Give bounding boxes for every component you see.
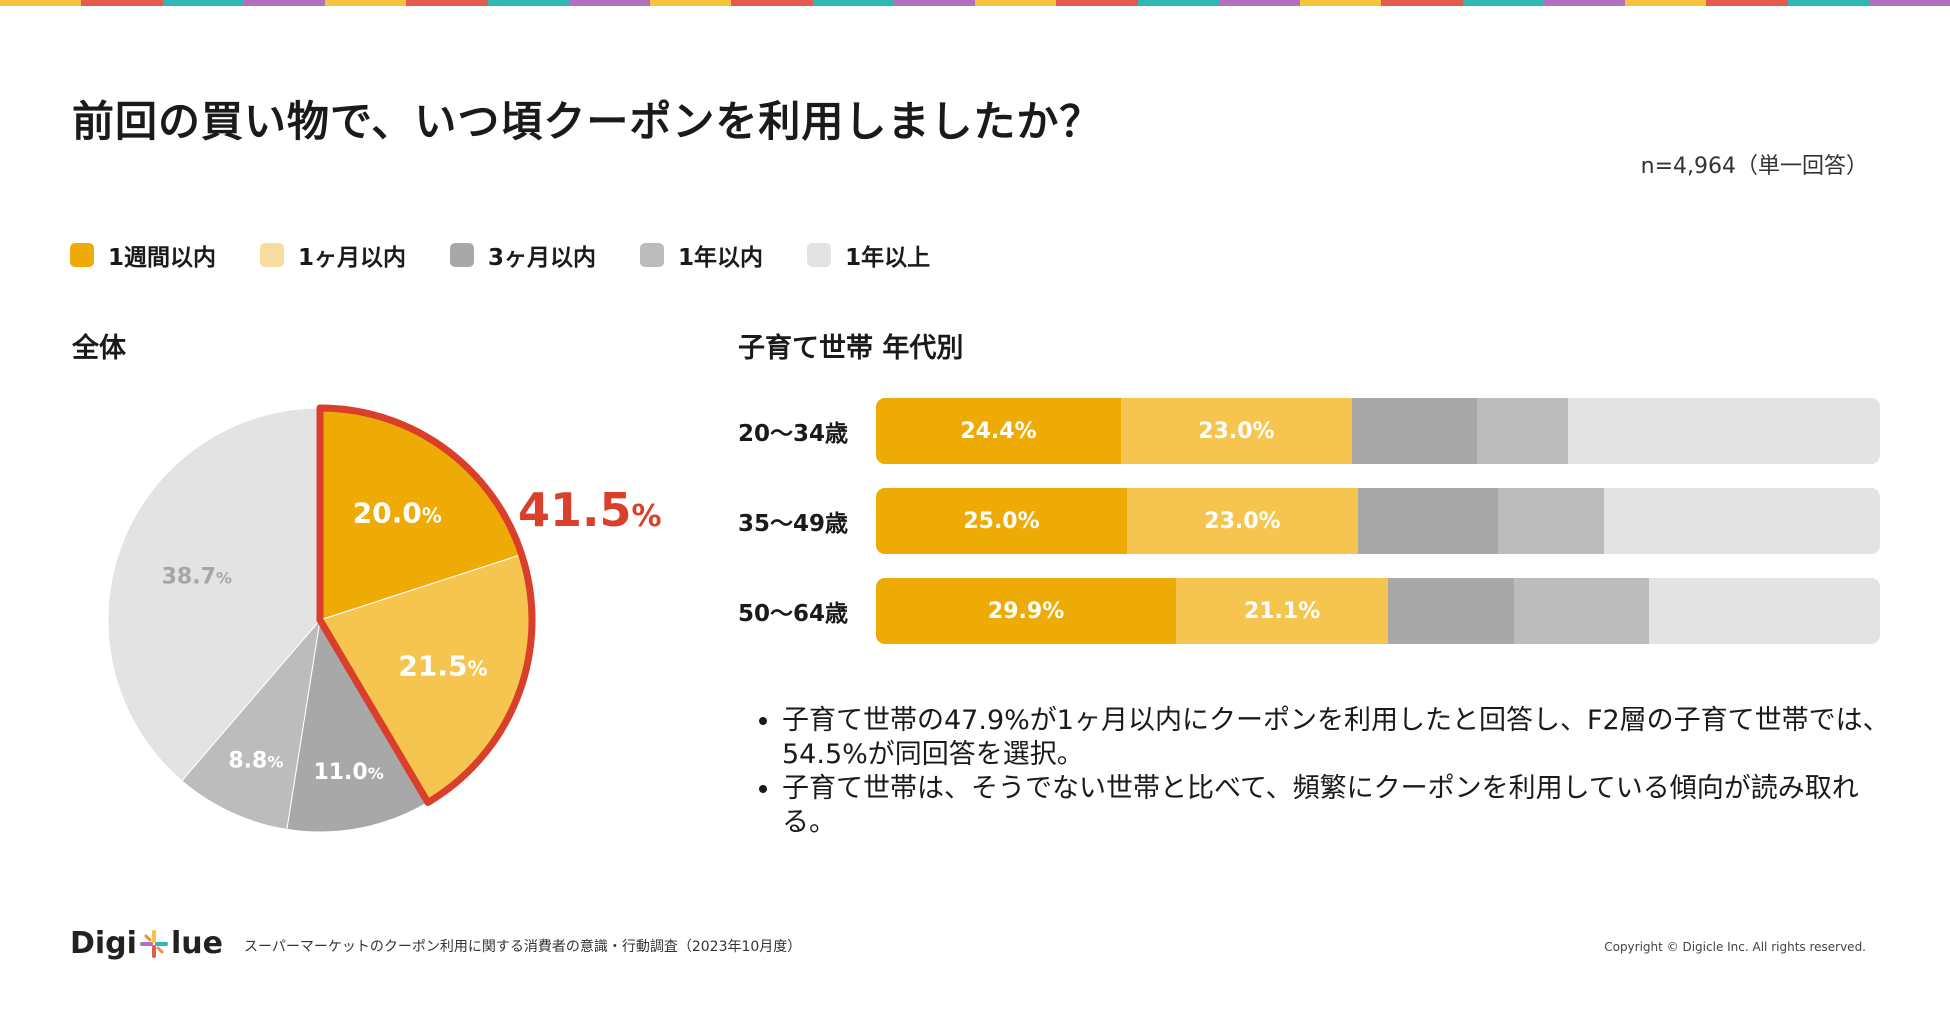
- stripe-segment: [1625, 0, 1707, 6]
- digicle-logo: Digi lue: [70, 926, 223, 961]
- bar-segment-year: [1477, 398, 1568, 464]
- bar-segment-three-months: [1357, 488, 1499, 554]
- stripe-segment: [812, 0, 894, 6]
- stripe-segment: [243, 0, 325, 6]
- bar-category-label: 20〜34歳: [738, 421, 849, 447]
- pie-highlight-outline: [316, 404, 536, 806]
- bar-segment-week: 25.0%: [876, 488, 1127, 554]
- bar-track: 24.4% 23.0%: [876, 398, 1880, 464]
- stripe-segment: [1056, 0, 1138, 6]
- stripe-segment: [1300, 0, 1382, 6]
- bar-segment-month: 23.0%: [1127, 488, 1358, 554]
- stripe-segment: [1137, 0, 1219, 6]
- legend-label: 1年以上: [845, 245, 931, 271]
- pie-slice-label: 11.0%: [313, 760, 383, 785]
- pie-slice-over-year: [107, 407, 321, 782]
- legend-item-week: 1週間以内: [70, 238, 216, 272]
- chart-legend: 1週間以内 1ヶ月以内 3ヶ月以内 1年以内 1年以上: [70, 238, 974, 272]
- stripe-segment: [1787, 0, 1869, 6]
- bar-segment-over-year: [1649, 578, 1880, 644]
- stripe-segment: [731, 0, 813, 6]
- bar-segment-year: [1513, 578, 1650, 644]
- pie-highlight-total: 41.5%: [518, 483, 662, 537]
- stripe-segment: [81, 0, 163, 6]
- stripe-segment: [1543, 0, 1625, 6]
- legend-item-over-year: 1年以上: [807, 238, 930, 272]
- bar-segment-over-year: [1603, 488, 1880, 554]
- stripe-segment: [1381, 0, 1463, 6]
- sample-size-note: n=4,964（単一回答）: [1640, 154, 1868, 179]
- bar-chart-title: 子育て世帯 年代別: [738, 333, 964, 364]
- stripe-segment: [1462, 0, 1544, 6]
- bar-row: 20〜34歳 24.4% 23.0%: [738, 398, 1880, 464]
- legend-label: 1週間以内: [108, 245, 217, 271]
- legend-item-year: 1年以内: [640, 238, 763, 272]
- legend-label: 3ヶ月以内: [488, 245, 597, 271]
- pie-chart: 20.0%21.5%11.0%8.8%38.7%41.5%: [107, 404, 662, 833]
- legend-swatch: [640, 243, 665, 267]
- bar-segment-year: [1498, 488, 1604, 554]
- bar-segment-three-months: [1388, 578, 1514, 644]
- bar-segment-over-year: [1567, 398, 1880, 464]
- legend-item-month: 1ヶ月以内: [260, 238, 406, 272]
- stripe-segment: [0, 0, 82, 6]
- bar-segment-month: 21.1%: [1176, 578, 1389, 644]
- legend-label: 1年以内: [678, 245, 764, 271]
- stripe-segment: [325, 0, 407, 6]
- legend-item-three-months: 3ヶ月以内: [450, 238, 596, 272]
- legend-swatch: [70, 243, 94, 267]
- pie-slice-label: 38.7%: [162, 564, 232, 589]
- stripe-segment: [1868, 0, 1950, 6]
- stripe-segment: [975, 0, 1057, 6]
- legend-swatch: [807, 243, 832, 267]
- logo-text-right: lue: [170, 926, 223, 961]
- survey-source: スーパーマーケットのクーポン利用に関する消費者の意識・行動調査（2023年10月…: [244, 939, 802, 955]
- legend-label: 1ヶ月以内: [298, 245, 407, 271]
- stripe-segment: [487, 0, 569, 6]
- note-item: 子育て世帯の47.9%が1ヶ月以内にクーポンを利用したと回答し、F2層の子育て世…: [782, 704, 1902, 772]
- stripe-segment: [893, 0, 975, 6]
- logo-text-left: Digi: [70, 926, 137, 961]
- pie-chart-title: 全体: [72, 333, 126, 364]
- bar-track: 25.0% 23.0%: [876, 488, 1880, 554]
- bar-row: 35〜49歳 25.0% 23.0%: [738, 488, 1880, 554]
- bar-segment-month: 23.0%: [1120, 398, 1352, 464]
- copyright: Copyright © Digicle Inc. All rights rese…: [1604, 940, 1866, 954]
- top-color-stripe: [0, 0, 1950, 6]
- pie-slice-three-months: [286, 618, 429, 833]
- bar-segment-week: 29.9%: [876, 578, 1177, 644]
- legend-swatch: [450, 243, 475, 267]
- legend-swatch: [260, 243, 285, 267]
- summary-notes: 子育て世帯の47.9%が1ヶ月以内にクーポンを利用したと回答し、F2層の子育て世…: [758, 704, 1902, 840]
- stripe-segment: [1706, 0, 1788, 6]
- stripe-segment: [406, 0, 488, 6]
- logo-mark-icon: [139, 929, 168, 958]
- page-title: 前回の買い物で、いつ頃クーポンを利用しましたか？: [72, 97, 1103, 146]
- bar-category-label: 50〜64歳: [738, 601, 849, 627]
- bar-segment-three-months: [1351, 398, 1478, 464]
- stripe-segment: [1218, 0, 1300, 6]
- bar-segment-week: 24.4%: [876, 398, 1121, 464]
- note-item: 子育て世帯は、そうでない世帯と比べて、頻繁にクーポンを利用している傾向が読み取れ…: [782, 772, 1902, 840]
- pie-slice-year: [181, 618, 321, 830]
- pie-slice-label: 8.8%: [228, 749, 283, 774]
- bar-track: 29.9% 21.1%: [876, 578, 1880, 644]
- stripe-segment: [162, 0, 244, 6]
- stripe-segment: [650, 0, 732, 6]
- bar-row: 50〜64歳 29.9% 21.1%: [738, 578, 1880, 644]
- bar-category-label: 35〜49歳: [738, 511, 849, 537]
- stripe-segment: [568, 0, 650, 6]
